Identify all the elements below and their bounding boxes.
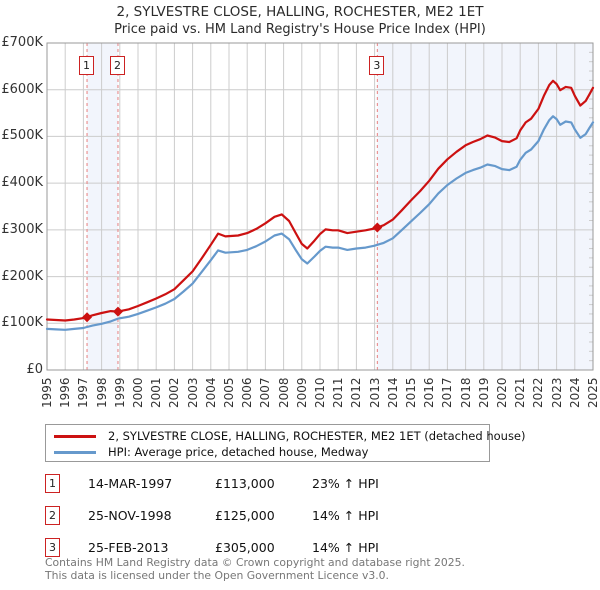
transaction-number-badge: 2 [45, 506, 60, 525]
transaction-date: 25-FEB-2013 [88, 540, 169, 555]
y-axis-label: £300K [1, 221, 43, 237]
x-axis-label: 1996 [58, 377, 73, 408]
transaction-number-badge: 3 [45, 538, 60, 557]
x-axis-label: 2023 [549, 377, 564, 408]
legend-item-price-paid: 2, SYLVESTRE CLOSE, HALLING, ROCHESTER, … [52, 428, 526, 444]
x-axis-label: 2017 [440, 377, 455, 408]
price-history-chart: £0 £100K £200K £300K £400K £500K £600K £700K 19… [1, 35, 600, 408]
page-title: 2, SYLVESTRE CLOSE, HALLING, ROCHESTER, … [116, 4, 484, 20]
sale-flag-3: 3 [369, 56, 385, 75]
transaction-price: £305,000 [215, 540, 275, 555]
y-axis-label: £500K [1, 128, 43, 144]
y-axis-label: £0 [26, 362, 43, 377]
license-footer: Contains HM Land Registry data © Crown c… [45, 556, 565, 582]
x-axis-label: 2025 [586, 377, 600, 408]
legend-label-hpi: HPI: Average price, detached house, Medw… [108, 445, 369, 459]
chart-canvas [45, 42, 595, 371]
price-line-swatch [54, 434, 96, 438]
transaction-date: 25-NOV-1998 [88, 508, 172, 523]
transaction-hpi-delta: 23% ↑ HPI [312, 476, 379, 491]
transaction-hpi-delta: 14% ↑ HPI [312, 508, 379, 523]
legend-item-hpi: HPI: Average price, detached house, Medw… [52, 444, 489, 460]
x-axis-label: 1997 [76, 377, 91, 408]
footer-line-1: Contains HM Land Registry data © Crown c… [45, 556, 465, 569]
x-axis-label: 2007 [258, 377, 273, 408]
x-axis-label: 2006 [240, 377, 255, 408]
x-axis-label: 2020 [495, 377, 509, 408]
x-axis-label: 2001 [149, 377, 164, 408]
transaction-row: 3 25-FEB-2013 £305,000 14% ↑ HPI [0, 538, 600, 558]
y-axis-label: £200K [1, 268, 43, 284]
transaction-date: 14-MAR-1997 [88, 476, 173, 491]
x-axis-label: 1995 [40, 377, 54, 408]
x-axis-label: 2004 [203, 377, 218, 408]
sale-flag-1: 1 [79, 56, 95, 75]
x-axis-label: 2003 [185, 377, 200, 408]
x-axis-label: 2015 [404, 377, 418, 408]
x-axis-label: 2012 [349, 377, 364, 408]
x-axis-label: 2011 [331, 377, 346, 408]
x-axis-label: 2010 [313, 377, 327, 408]
x-axis-label: 2018 [458, 377, 473, 408]
y-axis-label: £600K [1, 81, 43, 97]
x-axis-label: 2008 [276, 377, 291, 408]
transaction-price: £125,000 [215, 508, 275, 523]
y-axis-label: £700K [1, 35, 43, 50]
x-axis-label: 2021 [513, 377, 528, 408]
x-axis-label: 2022 [531, 377, 546, 408]
transaction-row: 2 25-NOV-1998 £125,000 14% ↑ HPI [0, 506, 600, 526]
y-axis-label: £100K [1, 315, 43, 331]
x-axis-label: 2005 [222, 377, 236, 408]
page-subtitle: Price paid vs. HM Land Registry's House … [114, 22, 486, 37]
transaction-hpi-delta: 14% ↑ HPI [312, 540, 379, 555]
transaction-price: £113,000 [215, 476, 275, 491]
x-axis-label: 2016 [422, 377, 437, 408]
legend-label-price-paid: 2, SYLVESTRE CLOSE, HALLING, ROCHESTER, … [108, 429, 526, 443]
x-axis-label: 1999 [112, 377, 127, 408]
hpi-line-swatch [54, 450, 96, 454]
x-axis-label: 1998 [94, 377, 109, 408]
x-axis-label: 2002 [167, 377, 182, 408]
x-axis-label: 2009 [294, 377, 309, 408]
x-axis-label: 2000 [131, 377, 145, 408]
x-axis-label: 2019 [476, 377, 491, 408]
x-axis-label: 2014 [385, 377, 400, 408]
y-axis-label: £400K [1, 175, 43, 191]
sale-flag-2: 2 [109, 56, 125, 75]
x-axis-label: 2024 [567, 377, 582, 408]
x-axis-label: 2013 [367, 377, 382, 408]
chart-legend: 2, SYLVESTRE CLOSE, HALLING, ROCHESTER, … [45, 424, 526, 462]
transaction-number-badge: 1 [45, 474, 60, 493]
transaction-row: 1 14-MAR-1997 £113,000 23% ↑ HPI [0, 474, 600, 494]
footer-line-2: This data is licensed under the Open Gov… [45, 568, 389, 582]
